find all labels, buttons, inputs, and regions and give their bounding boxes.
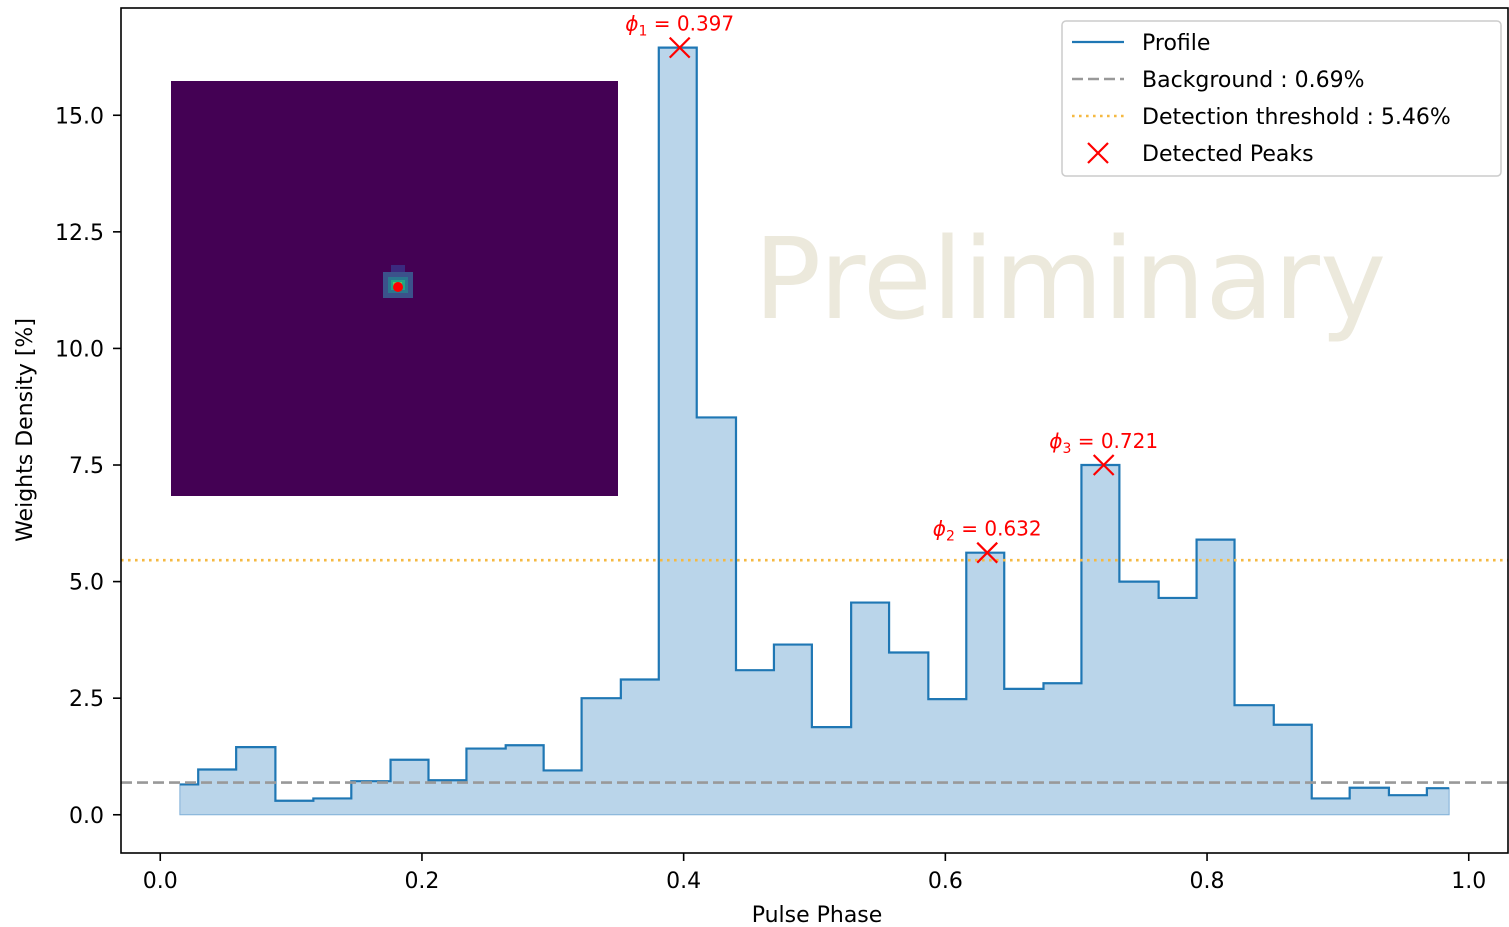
inset-heat-cell [391,265,405,273]
x-tick-label: 0.4 [666,869,701,894]
watermark-text: Preliminary [754,215,1386,345]
peak-marker [668,36,691,59]
x-tick-label: 0.2 [404,869,439,894]
profile-step-line [179,46,1450,802]
x-axis-ticks: 0.0 0.2 0.4 0.6 0.8 1.0 [143,853,1486,894]
inset-image [171,81,618,496]
y-tick-label: 15.0 [55,104,104,129]
peak-label: ϕ1 = 0.397 [625,12,734,40]
x-tick-label: 0.6 [928,869,963,894]
peak-marker [976,541,998,564]
legend-label-profile: Profile [1142,31,1210,56]
y-axis-ticks: 0.0 2.5 5.0 7.5 10.0 12.5 15.0 [55,104,121,829]
peak-label: ϕ3 = 0.721 [1049,429,1158,457]
legend-label-background: Background : 0.69% [1142,68,1365,93]
peak-marker [1092,454,1115,476]
legend-label-peaks: Detected Peaks [1142,142,1314,167]
axes-frame [120,7,1509,854]
y-tick-label: 2.5 [69,687,104,712]
inset-center-marker [393,282,403,292]
y-tick-label: 7.5 [69,454,104,479]
legend-swatch-peaks [1087,142,1109,164]
peak-label: ϕ2 = 0.632 [933,517,1042,545]
y-tick-label: 12.5 [55,221,104,246]
y-tick-label: 5.0 [69,571,104,596]
legend: Profile Background : 0.69% Detection thres… [1061,20,1502,177]
legend-box [1061,20,1502,177]
x-tick-label: 0.8 [1190,869,1225,894]
legend-label-threshold: Detection threshold : 5.46% [1142,105,1451,130]
x-tick-label: 0.0 [143,869,178,894]
y-tick-label: 10.0 [55,337,104,362]
x-tick-label: 1.0 [1451,869,1486,894]
detected-peaks: ϕ1 = 0.397 ϕ2 = 0.632 ϕ3 = 0.721 [625,12,1158,564]
y-axis-label: Weights Density [%] [13,318,38,542]
x-axis-label: Pulse Phase [752,903,883,927]
y-tick-label: 0.0 [69,804,104,829]
